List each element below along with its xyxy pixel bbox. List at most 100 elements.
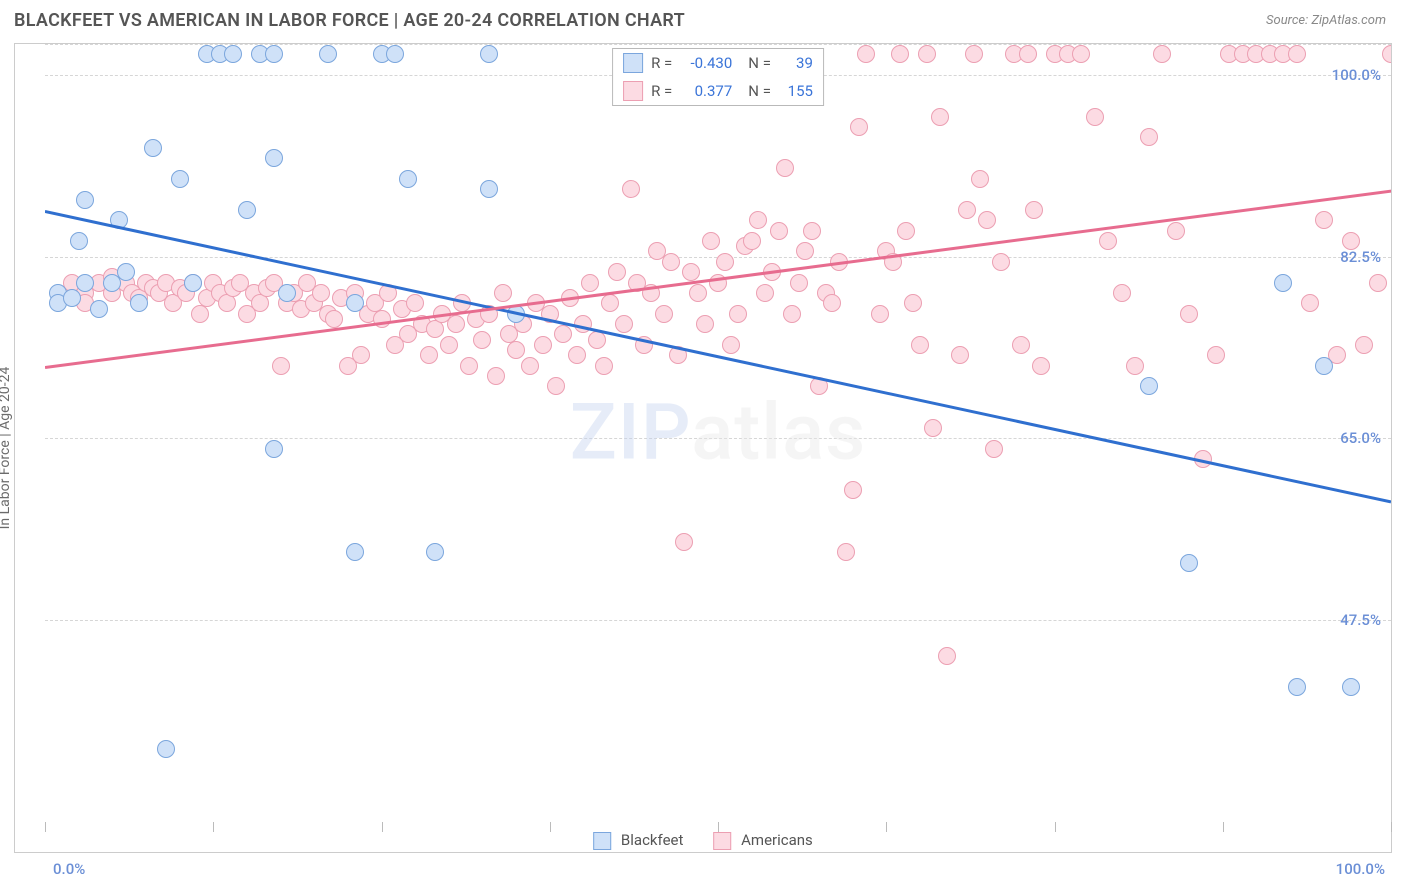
scatter-point-americans (871, 305, 889, 323)
x-tick (886, 822, 887, 832)
scatter-point-blackfeet (238, 201, 256, 219)
scatter-point-americans (837, 543, 855, 561)
legend-row-americans: R = 0.377 N = 155 (613, 77, 823, 105)
correlation-chart: In Labor Force | Age 20-24 ZIPatlas R = … (14, 43, 1392, 853)
scatter-point-blackfeet (399, 170, 417, 188)
scatter-point-americans (770, 222, 788, 240)
scatter-point-americans (588, 331, 606, 349)
scatter-point-americans (965, 45, 983, 63)
scatter-point-americans (406, 294, 424, 312)
scatter-point-blackfeet (130, 294, 148, 312)
scatter-point-blackfeet (76, 274, 94, 292)
scatter-point-americans (487, 367, 505, 385)
scatter-point-americans (272, 357, 290, 375)
scatter-point-americans (992, 253, 1010, 271)
scatter-point-americans (1012, 336, 1030, 354)
scatter-point-blackfeet (1342, 678, 1360, 696)
y-tick-label: 65.0% (1340, 429, 1381, 447)
scatter-point-blackfeet (346, 543, 364, 561)
scatter-point-americans (473, 331, 491, 349)
scatter-point-blackfeet (265, 45, 283, 63)
scatter-point-blackfeet (480, 180, 498, 198)
scatter-point-americans (850, 118, 868, 136)
x-axis-max-label: 100.0% (1336, 860, 1385, 878)
scatter-point-americans (823, 294, 841, 312)
scatter-point-blackfeet (346, 294, 364, 312)
scatter-point-americans (1207, 346, 1225, 364)
swatch-americans-icon (713, 832, 731, 850)
scatter-point-americans (783, 305, 801, 323)
y-tick-label: 100.0% (1332, 66, 1381, 84)
scatter-point-americans (1025, 201, 1043, 219)
scatter-point-americans (722, 336, 740, 354)
x-tick (718, 822, 719, 832)
scatter-point-americans (749, 211, 767, 229)
scatter-point-americans (447, 315, 465, 333)
scatter-point-blackfeet (319, 45, 337, 63)
scatter-point-americans (1180, 305, 1198, 323)
scatter-point-americans (978, 211, 996, 229)
scatter-point-blackfeet (426, 543, 444, 561)
scatter-point-americans (218, 294, 236, 312)
scatter-point-blackfeet (480, 45, 498, 63)
scatter-point-americans (971, 170, 989, 188)
source-attribution: Source: ZipAtlas.com (1266, 13, 1386, 28)
x-tick (550, 822, 551, 832)
scatter-point-americans (1301, 294, 1319, 312)
scatter-point-americans (655, 305, 673, 323)
scatter-point-americans (325, 310, 343, 328)
legend-item-americans: Americans (713, 831, 812, 850)
scatter-point-blackfeet (76, 191, 94, 209)
scatter-point-blackfeet (1140, 377, 1158, 395)
scatter-point-americans (601, 294, 619, 312)
scatter-point-americans (608, 263, 626, 281)
x-tick (1391, 822, 1392, 832)
scatter-point-americans (796, 242, 814, 260)
scatter-point-americans (662, 253, 680, 271)
x-axis-min-label: 0.0% (53, 860, 85, 878)
plot-area: ZIPatlas R = -0.430 N = 39 R = 0.377 N =… (45, 44, 1391, 822)
scatter-point-blackfeet (1180, 554, 1198, 572)
scatter-point-americans (702, 232, 720, 250)
scatter-point-americans (1126, 357, 1144, 375)
scatter-point-americans (743, 232, 761, 250)
scatter-point-americans (440, 336, 458, 354)
scatter-point-americans (615, 315, 633, 333)
gridline (45, 620, 1391, 621)
scatter-point-blackfeet (90, 300, 108, 318)
scatter-point-americans (507, 341, 525, 359)
legend-item-blackfeet: Blackfeet (593, 831, 683, 850)
scatter-point-blackfeet (265, 440, 283, 458)
scatter-point-americans (803, 222, 821, 240)
scatter-point-blackfeet (184, 274, 202, 292)
scatter-point-blackfeet (157, 740, 175, 758)
scatter-point-blackfeet (265, 149, 283, 167)
scatter-point-blackfeet (224, 45, 242, 63)
scatter-point-blackfeet (171, 170, 189, 188)
gridline (45, 44, 1391, 45)
scatter-point-americans (756, 284, 774, 302)
scatter-point-americans (891, 45, 909, 63)
scatter-point-americans (1099, 232, 1117, 250)
scatter-point-americans (1140, 128, 1158, 146)
legend-row-blackfeet: R = -0.430 N = 39 (613, 49, 823, 77)
series-legend: Blackfeet Americans (593, 831, 813, 850)
scatter-point-americans (985, 440, 1003, 458)
swatch-blackfeet-icon (593, 832, 611, 850)
scatter-point-americans (844, 481, 862, 499)
scatter-point-americans (568, 346, 586, 364)
scatter-point-americans (675, 533, 693, 551)
scatter-point-americans (622, 180, 640, 198)
scatter-point-americans (904, 294, 922, 312)
watermark: ZIPatlas (570, 388, 867, 479)
scatter-point-americans (1113, 284, 1131, 302)
scatter-point-americans (696, 315, 714, 333)
x-tick (1223, 822, 1224, 832)
y-tick-label: 82.5% (1340, 248, 1381, 266)
scatter-point-americans (312, 284, 330, 302)
scatter-point-americans (251, 294, 269, 312)
x-tick (382, 822, 383, 832)
scatter-point-americans (426, 320, 444, 338)
scatter-point-blackfeet (1288, 678, 1306, 696)
swatch-americans (623, 81, 643, 101)
